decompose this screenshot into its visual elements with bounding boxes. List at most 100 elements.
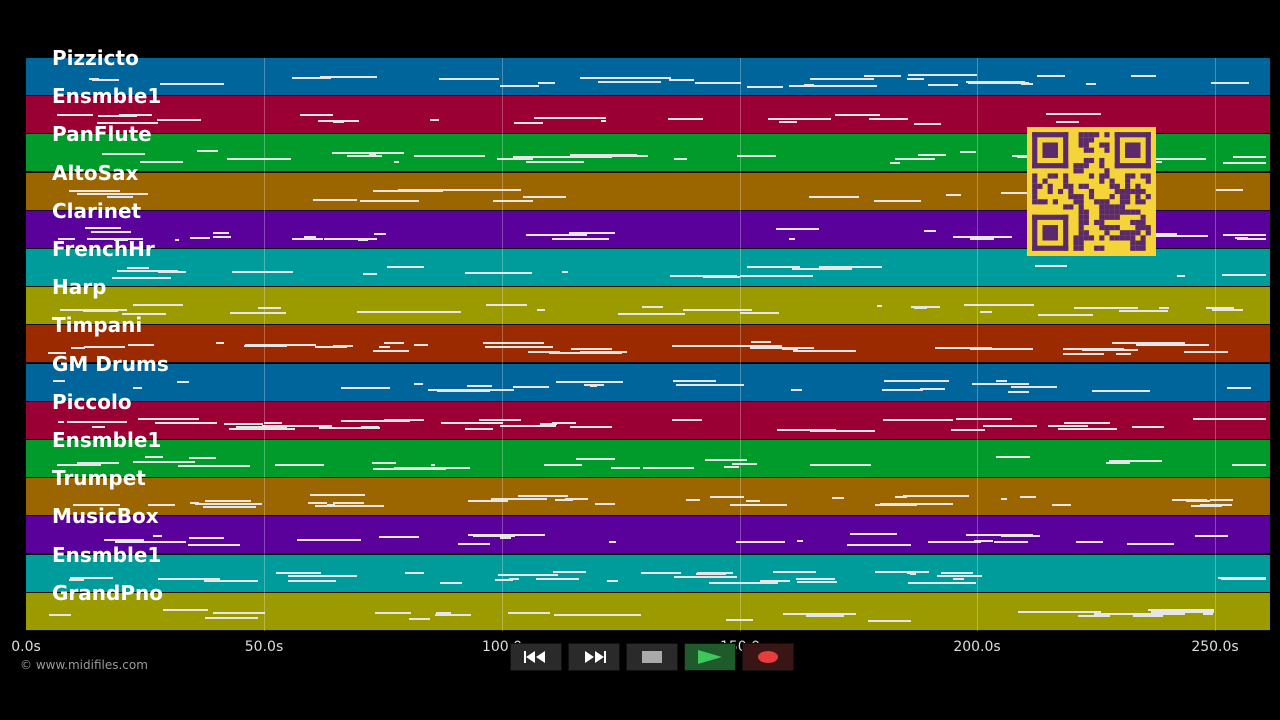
note-mark [291,237,323,240]
note-mark [140,161,184,164]
note-mark [310,494,365,497]
note-mark [671,344,723,347]
note-mark [83,310,118,313]
note-mark [1109,460,1162,463]
rewind-button[interactable] [510,643,562,671]
note-mark [668,117,703,120]
note-mark [1038,314,1093,317]
note-mark [790,389,803,392]
note-mark [1185,499,1210,502]
note-mark [910,573,916,576]
note-mark [951,428,986,431]
note-mark [982,425,1037,428]
note-mark [1020,495,1037,498]
note-mark [779,120,797,123]
note-mark [77,461,120,464]
tick-label: 50.0s [244,639,284,655]
note-mark [90,230,132,233]
note-mark [884,380,950,383]
note-mark [155,421,217,424]
note-mark [767,117,831,120]
note-mark [288,580,337,583]
note-mark [569,231,616,234]
play-button[interactable] [684,643,736,671]
note-mark [360,199,420,202]
note-mark [907,74,977,77]
note-mark [1223,234,1266,237]
note-mark [112,226,121,229]
note-mark [229,427,295,430]
note-mark [132,387,142,390]
track-label: Clarinet [52,198,142,223]
note-mark [913,123,942,126]
note-mark [323,238,377,241]
note-mark [434,613,472,616]
note-mark [112,276,171,279]
note-mark [686,498,700,501]
fast-forward-button[interactable] [568,643,620,671]
note-mark [368,154,377,157]
note-mark [941,572,974,575]
note-mark [1147,608,1214,611]
note-mark [189,237,211,240]
note-mark [919,388,945,391]
note-mark [227,157,291,160]
note-mark [818,266,882,269]
note-mark [204,616,258,619]
note-mark [806,614,844,617]
note-mark [243,345,287,348]
note-mark [809,429,875,432]
note-mark [589,384,598,387]
gridline [740,58,741,631]
note-mark [58,421,64,424]
note-mark [291,76,332,79]
note-mark [903,494,969,497]
note-mark [56,114,94,117]
note-mark [1111,341,1186,344]
note-mark [91,78,100,81]
note-mark [936,575,983,578]
track-label: GM Drums [52,351,169,376]
note-mark [148,504,175,507]
note-mark [383,418,424,421]
note-mark [499,84,540,87]
note-mark [868,619,912,622]
note-mark [481,389,515,392]
record-button[interactable] [742,643,794,671]
note-mark [697,572,734,575]
note-mark [795,350,841,353]
note-mark [103,539,144,542]
note-mark [73,503,120,506]
note-mark [1091,389,1151,392]
note-mark [464,428,494,431]
note-mark [863,75,901,78]
note-mark [340,419,404,422]
note-mark [740,274,813,277]
note-mark [414,382,423,385]
note-mark [497,157,534,160]
note-mark [145,456,163,458]
note-mark [579,350,627,353]
note-mark [356,311,389,313]
note-mark [232,270,293,273]
note-mark [68,578,84,581]
note-mark [107,195,134,198]
note-mark [363,272,378,275]
note-mark [1085,83,1096,86]
stop-button[interactable] [626,643,678,671]
note-mark [1018,611,1080,614]
note-mark [466,384,492,387]
note-mark [467,500,508,503]
note-mark [1216,189,1243,192]
track-row [26,440,1270,478]
track-row [26,325,1270,364]
note-mark [500,424,556,427]
note-mark [481,533,546,536]
note-mark [598,80,661,83]
track-row [26,516,1270,555]
note-mark [1063,352,1105,355]
track-label: Trumpet [52,466,146,491]
note-mark [1205,307,1234,310]
note-mark [429,118,439,121]
note-mark [1200,504,1233,507]
